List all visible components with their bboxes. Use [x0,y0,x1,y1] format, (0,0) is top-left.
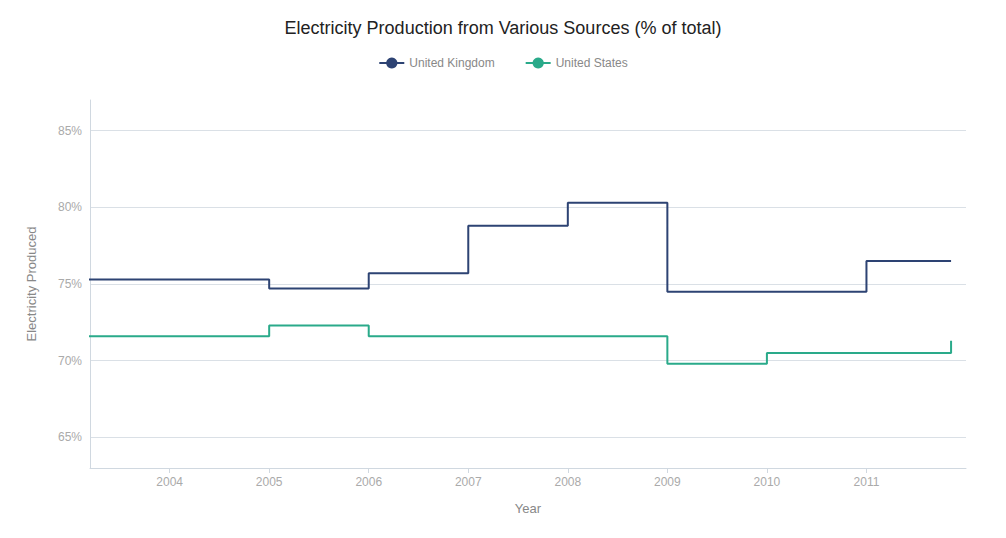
svg-text:2010: 2010 [754,475,781,489]
svg-text:2005: 2005 [256,475,283,489]
svg-text:2008: 2008 [554,475,581,489]
svg-text:2009: 2009 [654,475,681,489]
svg-text:80%: 80% [58,200,82,214]
svg-text:United Kingdom: United Kingdom [409,56,494,70]
svg-text:85%: 85% [58,124,82,138]
svg-text:2011: 2011 [854,475,880,489]
svg-text:Year: Year [515,501,542,516]
svg-text:Electricity Production from Va: Electricity Production from Various Sour… [285,18,722,38]
svg-text:65%: 65% [58,430,82,444]
svg-text:2007: 2007 [455,475,482,489]
svg-text:Electricity Produced: Electricity Produced [24,227,39,342]
svg-text:United States: United States [556,56,628,70]
svg-text:2004: 2004 [156,475,183,489]
svg-text:70%: 70% [58,354,82,368]
svg-text:75%: 75% [58,277,82,291]
svg-text:2006: 2006 [355,475,382,489]
